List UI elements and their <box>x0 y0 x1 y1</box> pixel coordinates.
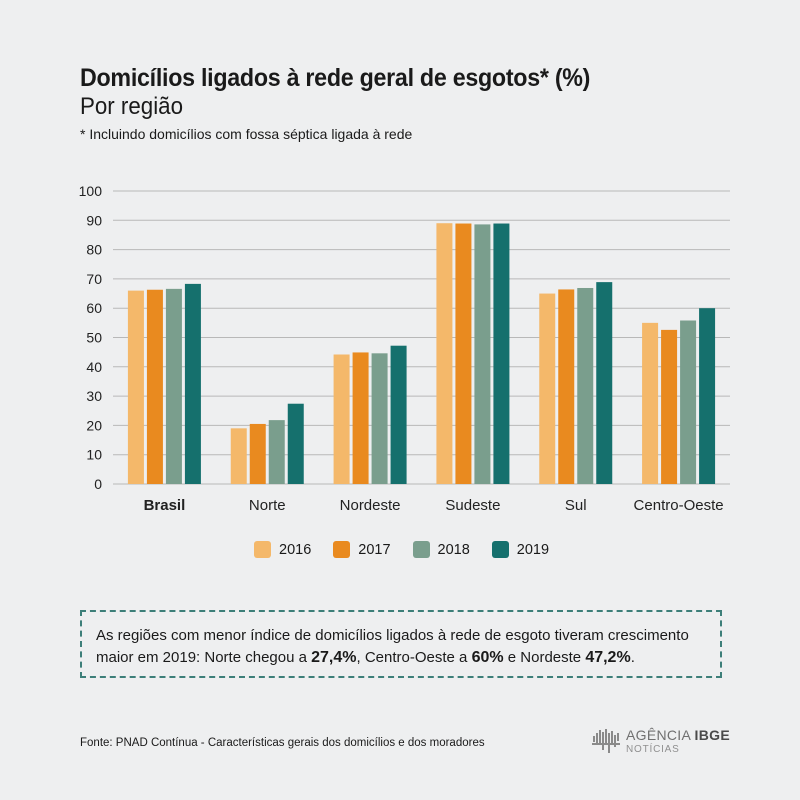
legend-item: 2016 <box>254 541 311 558</box>
x-tick-label: Norte <box>249 497 286 514</box>
bar <box>268 420 285 484</box>
x-tick-label: Brasil <box>144 497 186 514</box>
legend-swatch <box>412 541 430 558</box>
x-tick-label: Nordeste <box>340 497 401 514</box>
chart-note: * Incluindo domicílios com fossa séptica… <box>80 126 413 142</box>
chart-title: Domicílios ligados à rede geral de esgot… <box>80 64 591 92</box>
x-tick-label: Centro-Oeste <box>634 497 724 514</box>
bar <box>249 423 266 484</box>
logo-text-agencia: AGÊNCIA <box>626 727 691 743</box>
y-tick-label: 20 <box>86 417 102 433</box>
legend-item: 2017 <box>333 541 391 558</box>
callout-text: . <box>630 649 635 666</box>
callout-value-nordeste: 47,2% <box>585 649 631 666</box>
legend-label: 2018 <box>437 541 470 558</box>
callout-text: , Centro-Oeste a <box>356 649 472 666</box>
legend-swatch <box>254 541 271 558</box>
bar <box>661 329 678 484</box>
bar <box>474 224 491 485</box>
y-tick-label: 80 <box>86 242 102 258</box>
bar <box>127 290 144 484</box>
y-tick-label: 100 <box>79 183 103 199</box>
y-tick-label: 90 <box>86 212 102 228</box>
bar <box>493 223 510 484</box>
bar <box>371 353 388 484</box>
callout-text: As regiões com menor índice de domicílio… <box>96 627 689 666</box>
x-tick-label: Sul <box>565 497 587 514</box>
y-tick-label: 60 <box>86 300 102 316</box>
bar <box>352 352 369 484</box>
bar-chart: 0 10 20 30 40 50 60 70 80 90 100 Brasil Norte Nordest… <box>79 183 730 514</box>
bar <box>596 282 613 484</box>
callout-box: As regiões com menor índice de domicílio… <box>80 610 722 678</box>
legend-swatch <box>333 541 351 558</box>
bar <box>539 293 556 484</box>
chart-subtitle: Por região <box>80 93 183 120</box>
agencia-ibge-logo: AGÊNCIA IBGE NOTÍCIAS <box>592 727 730 757</box>
bar <box>455 223 472 484</box>
chart-legend: 2016 2017 2018 2019 <box>254 541 571 558</box>
legend-swatch <box>491 541 509 558</box>
bar <box>230 428 247 484</box>
bar <box>287 403 304 484</box>
logo-text-noticias: NOTÍCIAS <box>626 744 680 755</box>
bar <box>146 289 163 484</box>
bar <box>558 289 575 484</box>
legend-label: 2019 <box>516 541 550 558</box>
bar <box>184 283 201 484</box>
y-tick-label: 30 <box>86 388 102 404</box>
y-tick-label: 70 <box>86 271 102 287</box>
bar <box>699 308 716 484</box>
y-tick-label: 40 <box>86 359 102 375</box>
bar <box>165 288 182 484</box>
logo-text-ibge: IBGE <box>694 727 730 743</box>
bar <box>577 287 594 484</box>
callout-value-norte: 27,4% <box>311 649 357 666</box>
y-tick-label: 0 <box>94 476 102 492</box>
callout-value-centro-oeste: 60% <box>471 649 504 666</box>
bar <box>680 320 697 484</box>
legend-item: 2018 <box>412 541 470 558</box>
bar <box>390 345 407 484</box>
source-text: Fonte: PNAD Contínua - Características g… <box>80 737 485 749</box>
x-tick-label: Sudeste <box>445 497 500 514</box>
bar <box>642 322 659 484</box>
callout-text: e Nordeste <box>503 649 586 666</box>
bar <box>436 223 453 485</box>
bar <box>333 354 350 484</box>
legend-item: 2019 <box>491 541 550 558</box>
ibge-logo-icon <box>592 729 620 753</box>
legend-label: 2017 <box>358 541 391 558</box>
y-tick-label: 50 <box>86 330 102 346</box>
y-tick-label: 10 <box>86 447 102 463</box>
legend-label: 2016 <box>279 541 312 558</box>
